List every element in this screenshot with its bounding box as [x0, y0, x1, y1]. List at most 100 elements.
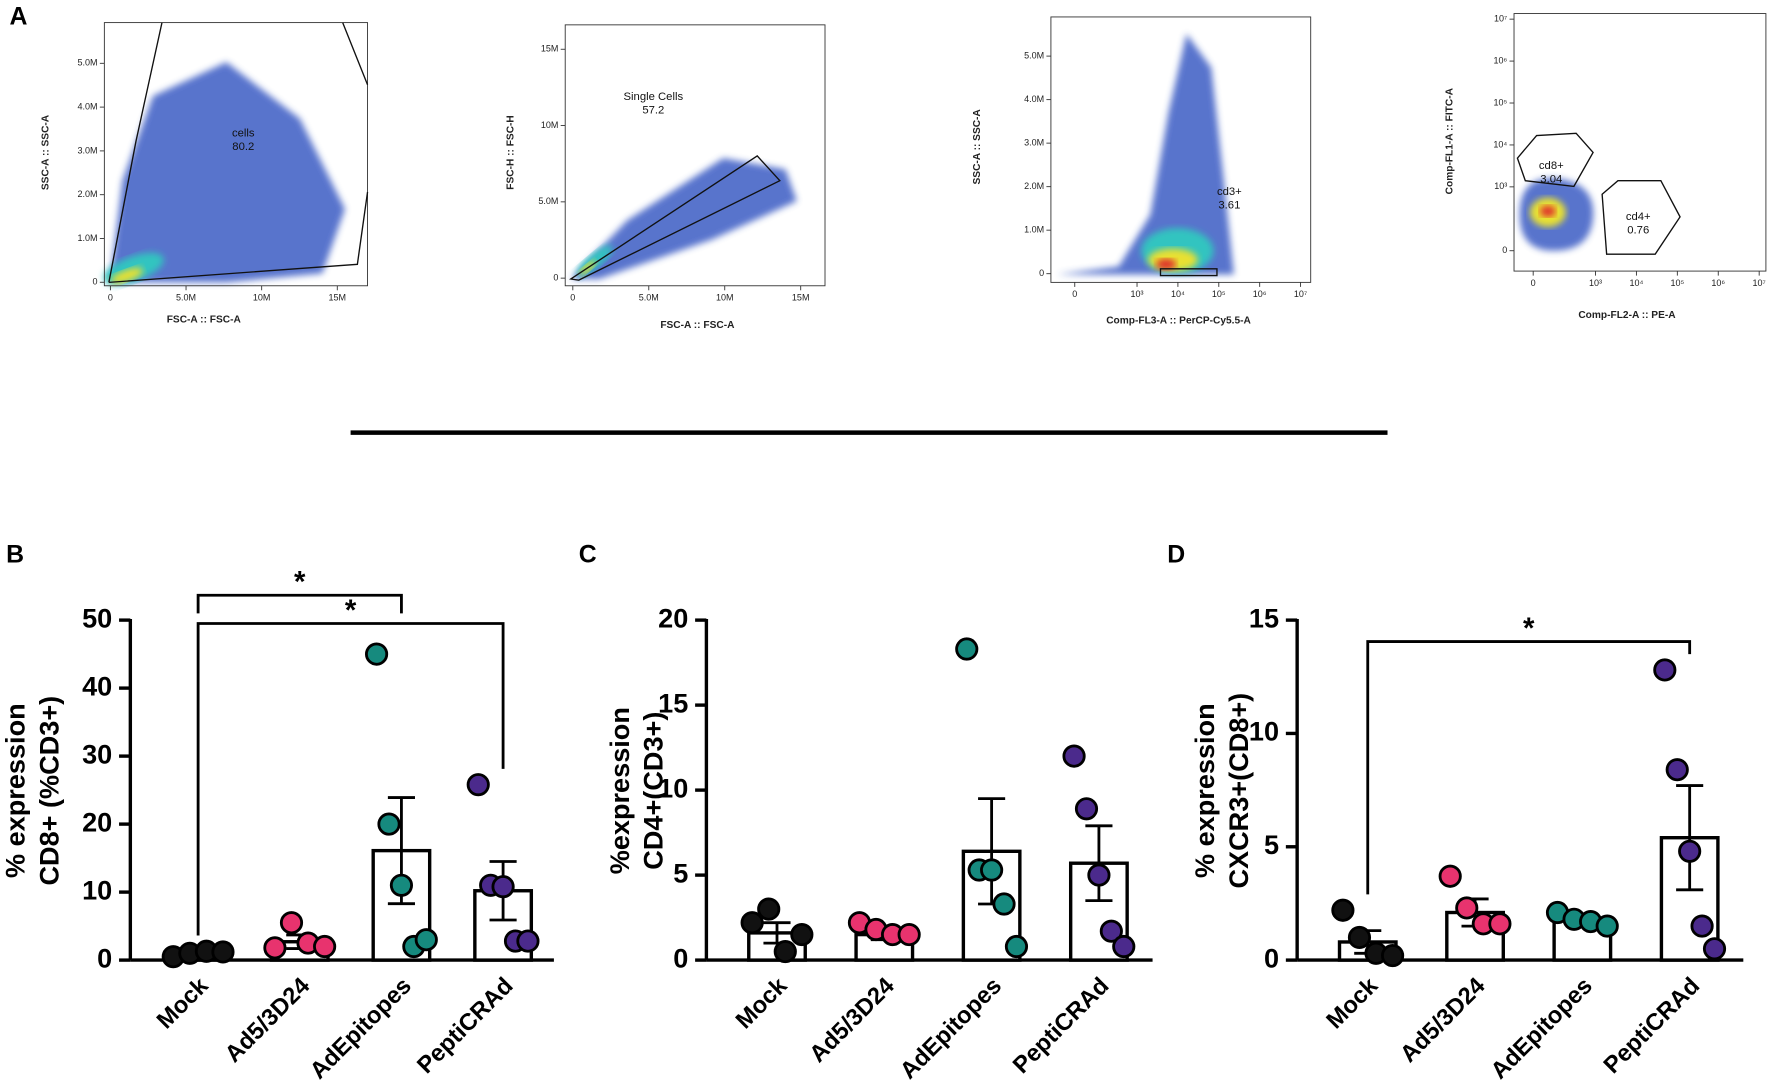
- x-tick-label: Ad5/3D24: [805, 972, 900, 1067]
- x-tick-label: 5.0M: [639, 293, 659, 303]
- x-tick-label: PeptiCRAd: [1008, 973, 1114, 1079]
- x-axis-label: Comp-FL3-A :: PerCP-Cy5.5-A: [1106, 315, 1251, 326]
- x-tick-label: 10³: [1589, 278, 1602, 288]
- significance-label: *: [345, 594, 357, 627]
- y-tick-label: 10⁷: [1494, 14, 1507, 24]
- y-tick-label: 5.0M: [1024, 50, 1044, 60]
- data-point: [1062, 744, 1086, 768]
- gate-percent: 3.61: [1218, 200, 1240, 212]
- x-tick-label: 0: [108, 293, 113, 303]
- x-tick-label: 10⁷: [1753, 278, 1766, 288]
- panel-label: B: [6, 541, 24, 568]
- y-tick-label: 3.0M: [1024, 138, 1044, 148]
- x-tick-label: 10⁴: [1171, 289, 1185, 299]
- y-tick-label: 10: [82, 874, 112, 905]
- y-tick-label: 1.0M: [1024, 225, 1044, 235]
- x-tick-label: 10⁷: [1294, 289, 1307, 299]
- data-point: [516, 929, 540, 953]
- density-cloud: [110, 62, 345, 283]
- data-point: [1678, 839, 1702, 863]
- data-point: [980, 858, 1004, 882]
- x-tick-label: Ad5/3D24: [1396, 972, 1491, 1067]
- gate-name: Single Cells: [624, 91, 684, 103]
- data-point: [1004, 934, 1029, 959]
- data-point: [1690, 914, 1714, 938]
- data-point: [955, 637, 979, 661]
- y-tick-label: 20: [82, 806, 112, 837]
- y-tick-label: 15M: [541, 44, 559, 54]
- y-tick-label: 10³: [1494, 181, 1507, 191]
- y-tick-label: 3.0M: [78, 145, 98, 155]
- plot-frame: [1513, 13, 1767, 272]
- y-tick-label: 2.0M: [78, 189, 98, 199]
- y-axis-label: SSC-A :: SSC-A: [40, 114, 51, 190]
- data-point: [1653, 658, 1677, 682]
- x-tick-label: 10³: [1131, 289, 1144, 299]
- y-tick-label: 50: [82, 602, 112, 633]
- y-tick-label: 4.0M: [1024, 94, 1044, 104]
- data-point: [389, 873, 414, 897]
- data-point: [377, 812, 401, 836]
- significance-label: *: [1523, 612, 1535, 645]
- x-tick-label: 10M: [716, 293, 734, 303]
- gate: [1601, 180, 1681, 255]
- data-point: [1347, 925, 1372, 950]
- data-point: [1702, 937, 1727, 961]
- gate-percent: 57.2: [642, 105, 664, 117]
- y-tick-label: 10⁴: [1493, 139, 1507, 149]
- x-tick-label: 10⁵: [1212, 289, 1226, 299]
- y-tick-label: 40: [82, 670, 112, 701]
- data-point: [263, 936, 287, 960]
- x-tick-label: Ad5/3D24: [220, 972, 315, 1067]
- gate: [108, 22, 369, 284]
- y-tick-label: 5: [673, 857, 688, 888]
- y-axis-label: Comp-FL1-A :: FITC-A: [1444, 87, 1455, 194]
- x-tick-label: PeptiCRAd: [413, 973, 519, 1079]
- y-tick-label: 5.0M: [78, 58, 98, 68]
- data-point: [1331, 898, 1355, 922]
- x-tick-label: 0: [1531, 278, 1536, 288]
- y-tick-label: 10: [658, 772, 688, 803]
- plot-frame: [103, 22, 368, 287]
- x-tick-label: PeptiCRAd: [1599, 973, 1705, 1079]
- data-point: [279, 911, 304, 935]
- y-tick-label: 10: [1249, 716, 1279, 747]
- data-point: [1595, 914, 1619, 938]
- data-point: [992, 892, 1016, 916]
- y-tick-label: 15: [1249, 602, 1279, 633]
- y-axis-label: %expression: [604, 707, 635, 874]
- x-tick-label: 0: [570, 293, 575, 303]
- x-axis-label: FSC-A :: FSC-A: [660, 320, 735, 331]
- x-tick-label: 10⁶: [1711, 278, 1725, 288]
- y-axis-label: FSC-H :: FSC-H: [506, 115, 517, 189]
- y-axis-label: % expression: [0, 703, 31, 878]
- data-point: [1455, 896, 1479, 920]
- y-tick-label: 1.0M: [78, 233, 98, 243]
- x-tick-label: 10M: [253, 293, 271, 303]
- data-point: [1099, 919, 1123, 943]
- y-tick-label: 10M: [541, 120, 559, 130]
- y-tick-label: 0: [673, 942, 688, 973]
- plot-frame: [1050, 16, 1312, 283]
- data-point: [466, 773, 490, 797]
- y-tick-label: 5.0M: [538, 196, 558, 206]
- data-point: [1074, 797, 1099, 821]
- y-axis-label: SSC-A :: SSC-A: [972, 109, 983, 185]
- data-point: [773, 940, 797, 964]
- significance-label: *: [294, 566, 306, 599]
- y-axis-label: CXCR3+(CD8+): [1223, 693, 1254, 889]
- density-cloud: [1056, 33, 1234, 275]
- y-tick-label: 0: [97, 942, 112, 973]
- density-core: [110, 267, 143, 284]
- gate: [1516, 132, 1594, 188]
- data-point: [313, 934, 337, 959]
- data-point: [1488, 912, 1512, 936]
- x-tick-label: AdEpitopes: [305, 973, 417, 1085]
- x-tick-label: 10⁵: [1670, 278, 1684, 288]
- x-tick-label: Mock: [152, 972, 214, 1034]
- gate-percent: 80.2: [232, 141, 254, 153]
- x-tick-label: 0: [1072, 289, 1077, 299]
- significance-bracket: [196, 593, 403, 614]
